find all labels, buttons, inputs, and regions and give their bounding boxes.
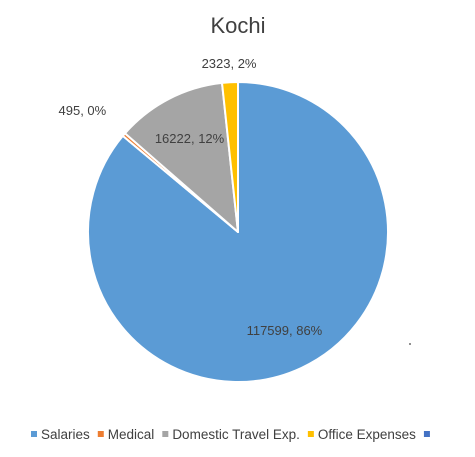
legend-label: Salaries: [41, 427, 90, 442]
legend-swatch: [423, 431, 430, 437]
legend-swatch: [307, 431, 314, 437]
legend-label: Medical: [108, 427, 155, 442]
pie-data-labels: 117599, 86% 16222, 12% 2323, 2% 495, 0%: [59, 56, 323, 338]
legend-swatch: [162, 431, 169, 437]
legend-swatch: [31, 431, 37, 437]
legend-swatch: [97, 431, 104, 437]
pie-slice-office-expenses: [221, 81, 239, 233]
data-label: 117599, 86%: [247, 323, 323, 338]
chart-title: Kochi: [210, 13, 265, 38]
pie-slice-domestic-travel-exp: [124, 81, 239, 233]
legend-label: Office Expenses: [318, 427, 416, 442]
data-label: 16222, 12%: [155, 131, 225, 146]
legend-label: Domestic Travel Exp.: [172, 427, 300, 442]
chart-legend: Salaries Medical Domestic Travel Exp. Offic…: [31, 427, 430, 442]
stray-dot: [409, 343, 411, 345]
data-label-outside: 495, 0%: [59, 103, 107, 118]
data-label: 2323, 2%: [202, 56, 257, 71]
pie-slices: [87, 81, 389, 383]
